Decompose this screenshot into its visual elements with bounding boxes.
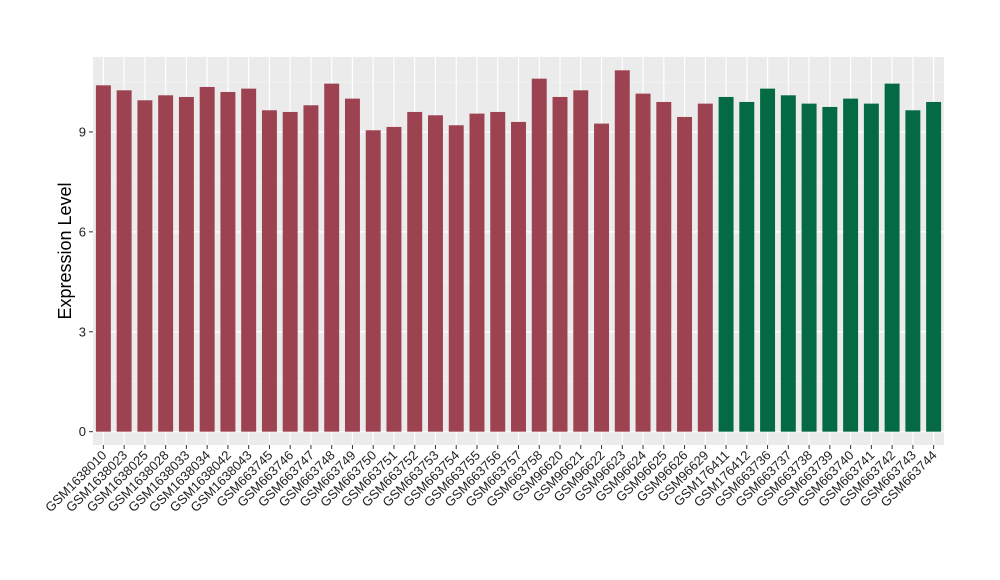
- x-axis: GSM1638010GSM1638023GSM1638025GSM1638028…: [42, 445, 940, 515]
- bar-GSM663738: [801, 103, 817, 432]
- bar-GSM96623: [614, 70, 630, 432]
- bar-GSM663739: [822, 106, 838, 432]
- y-tick-label: 9: [79, 124, 86, 139]
- bar-GSM96620: [552, 96, 568, 432]
- bar-GSM663758: [531, 78, 547, 432]
- bar-GSM663737: [780, 95, 796, 432]
- bar-GSM663750: [365, 130, 381, 432]
- bar-GSM663742: [884, 83, 900, 432]
- bar-GSM663756: [490, 111, 506, 432]
- bar-GSM96624: [635, 93, 651, 432]
- bar-GSM1638010: [95, 85, 111, 432]
- bar-GSM663743: [905, 110, 921, 432]
- bar-GSM663747: [303, 105, 319, 432]
- bar-GSM176411: [718, 96, 734, 432]
- bar-GSM663746: [282, 111, 298, 432]
- bar-GSM96626: [677, 116, 693, 432]
- bars: [95, 70, 942, 432]
- bar-GSM663744: [926, 101, 942, 432]
- bar-GSM1638023: [116, 90, 132, 432]
- y-axis-title: Expression Level: [55, 182, 75, 319]
- bar-GSM663736: [760, 88, 776, 432]
- bar-GSM176412: [739, 101, 755, 432]
- bar-GSM96621: [573, 90, 589, 432]
- bar-GSM1638028: [158, 95, 174, 432]
- y-tick-label: 0: [79, 424, 86, 439]
- y-tick-label: 3: [79, 324, 86, 339]
- bar-GSM663752: [407, 111, 423, 432]
- bar-GSM663753: [428, 115, 443, 432]
- bar-GSM663757: [511, 121, 526, 432]
- bar-GSM96629: [697, 103, 713, 432]
- y-axis: 0 3 6 9: [79, 124, 93, 439]
- bar-GSM1638042: [220, 91, 236, 432]
- bar-GSM663740: [843, 98, 859, 432]
- bar-GSM1638033: [178, 96, 194, 432]
- bar-GSM663741: [863, 103, 879, 432]
- bar-GSM1638025: [137, 100, 153, 432]
- bar-GSM96622: [594, 123, 609, 432]
- bar-GSM663751: [386, 126, 402, 432]
- bar-GSM663748: [324, 83, 340, 432]
- bar-GSM663754: [448, 125, 464, 432]
- bar-GSM1638034: [199, 86, 215, 432]
- bar-GSM663745: [261, 110, 277, 432]
- bar-GSM1638043: [241, 88, 257, 432]
- bar-GSM663749: [344, 98, 360, 432]
- bar-GSM663755: [469, 113, 485, 432]
- y-tick-label: 6: [79, 224, 86, 239]
- bar-GSM96625: [656, 101, 672, 432]
